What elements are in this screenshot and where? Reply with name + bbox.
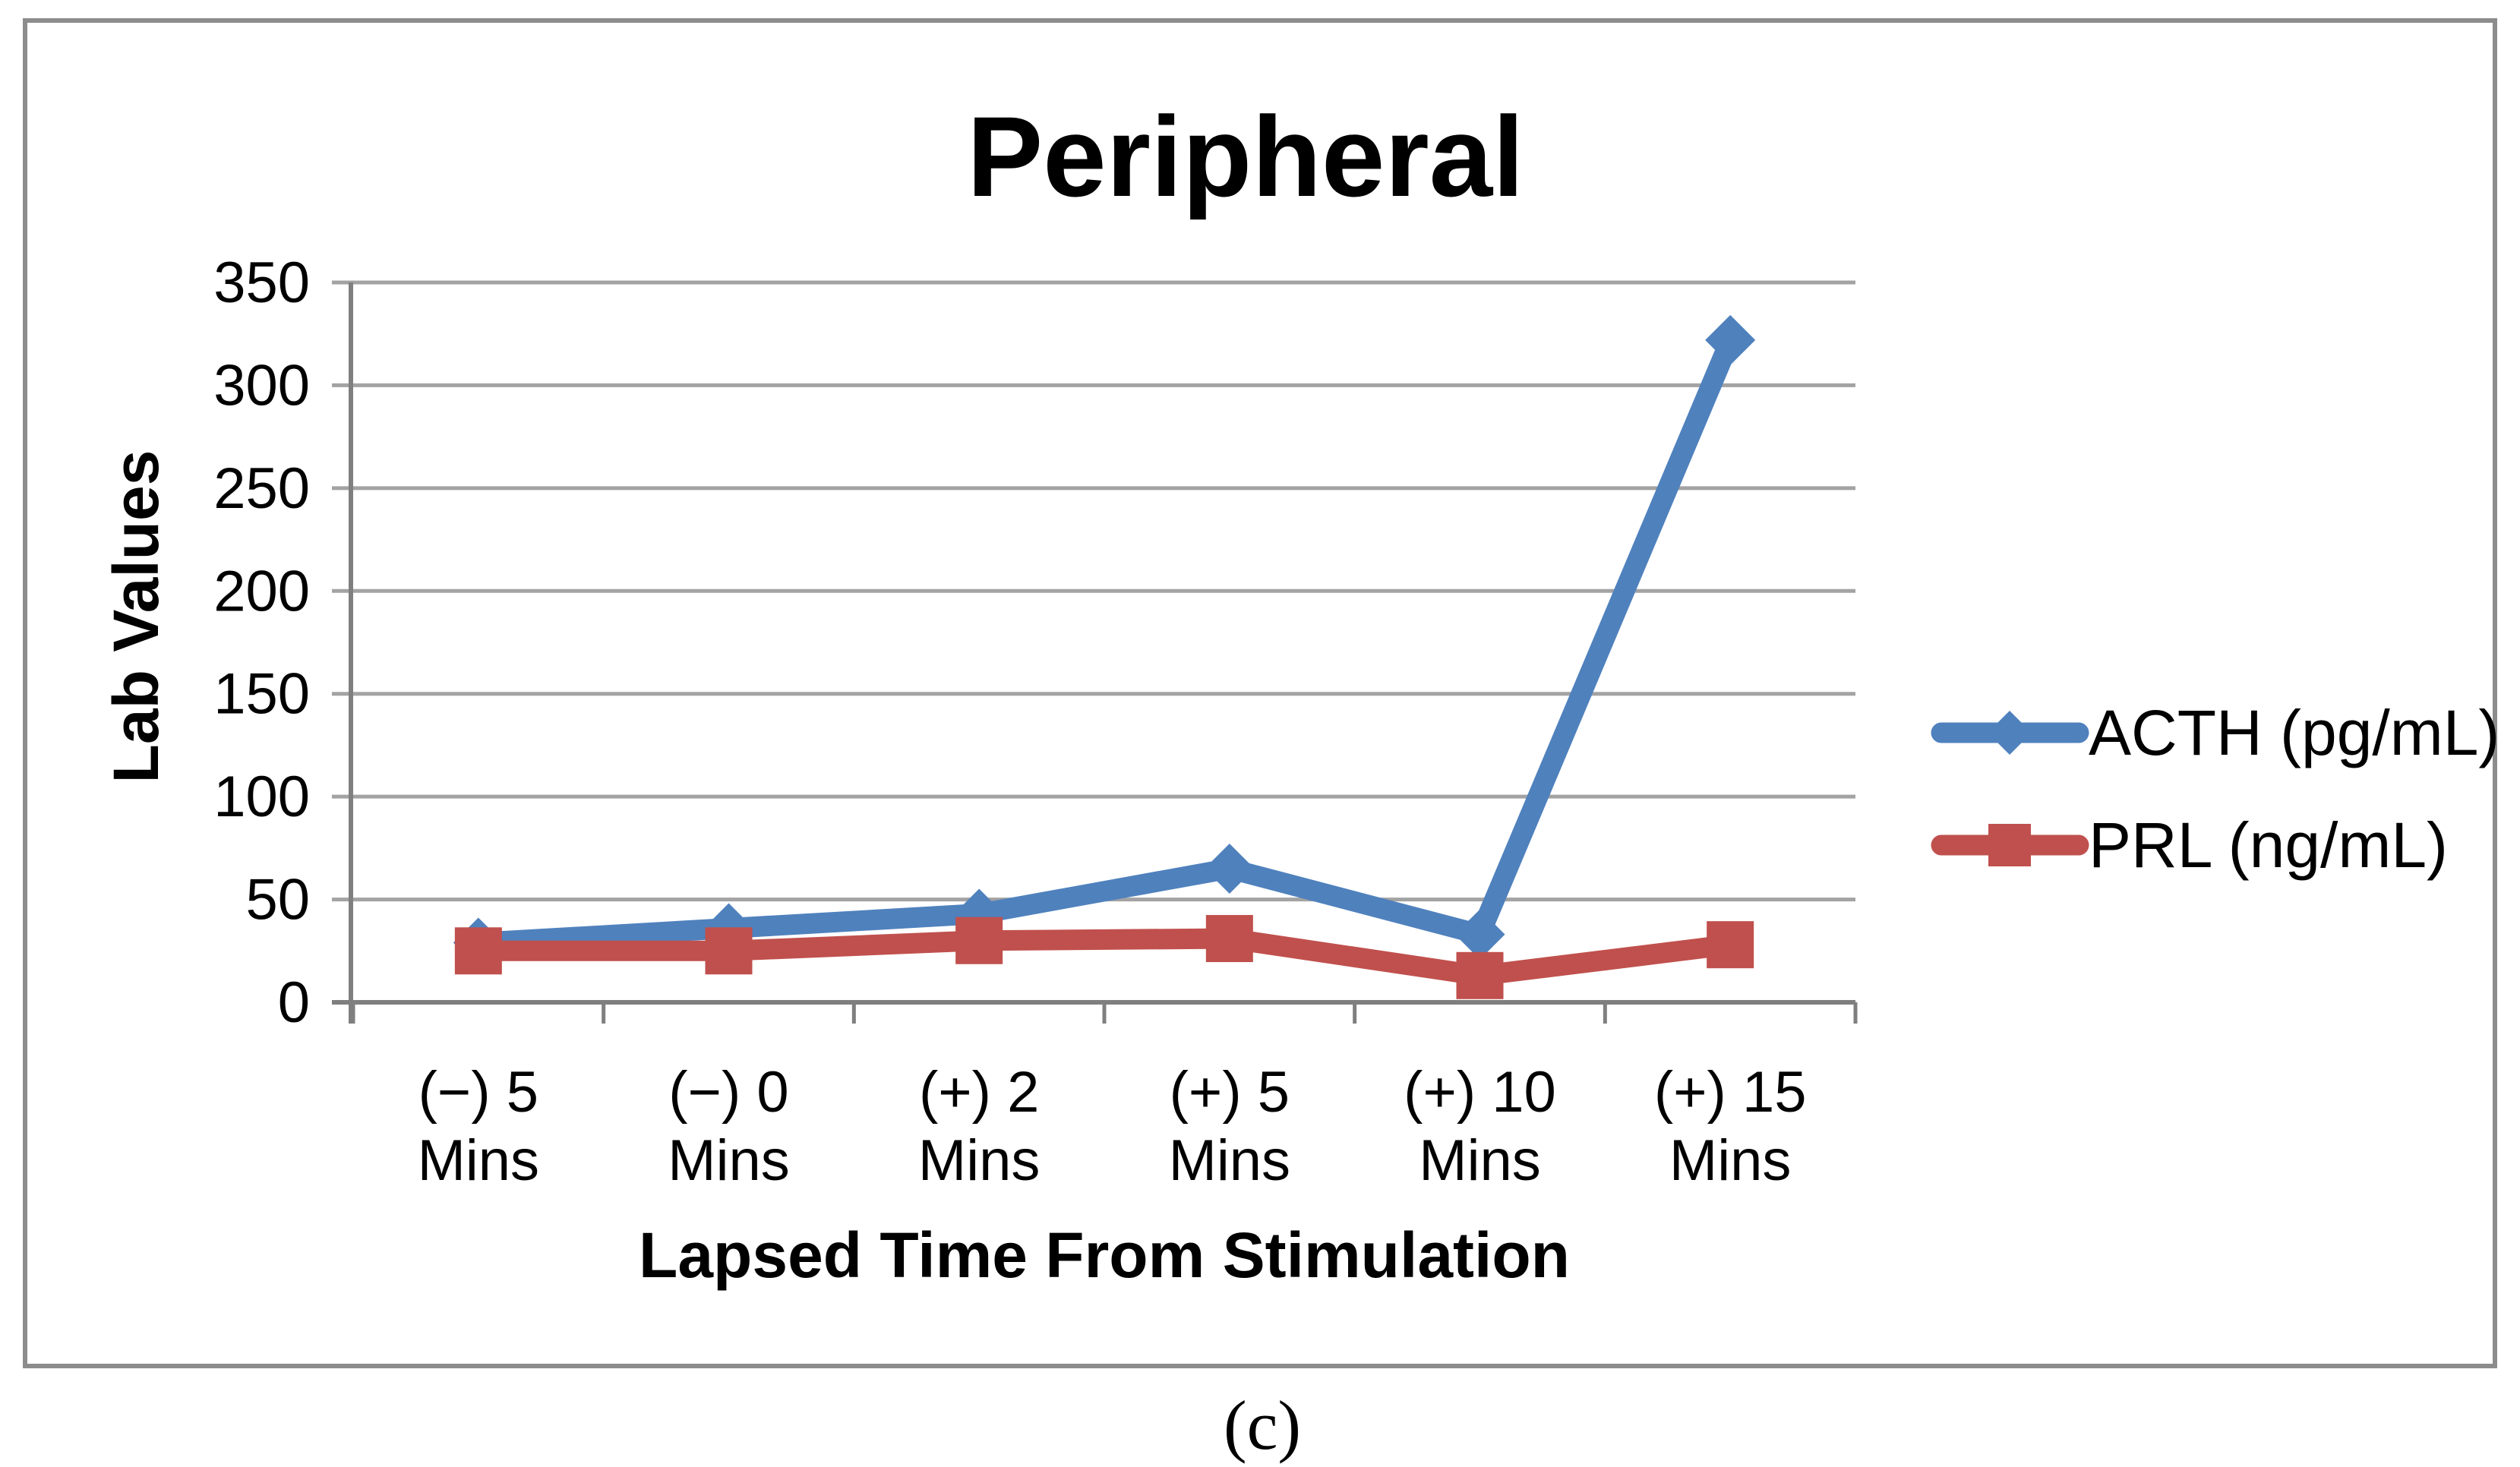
category-label-line2: Mins bbox=[668, 1128, 789, 1193]
y-tick-label: 300 bbox=[213, 353, 310, 418]
prl-marker bbox=[1707, 921, 1754, 969]
y-tick-label: 350 bbox=[213, 251, 310, 315]
prl-marker bbox=[454, 927, 502, 975]
category-label-line2: Mins bbox=[1419, 1128, 1540, 1193]
legend: ACTH (pg/mL) PRL (ng/mL) bbox=[1931, 697, 2499, 881]
legend-label: ACTH (pg/mL) bbox=[2089, 697, 2499, 768]
prl-line bbox=[468, 928, 1741, 986]
category-label-line1: (+) 15 bbox=[1654, 1060, 1807, 1125]
legend-label: PRL (ng/mL) bbox=[2089, 809, 2448, 881]
y-tick-label: 250 bbox=[213, 456, 310, 521]
category-label-line2: Mins bbox=[1669, 1128, 1791, 1193]
category-label-line2: Mins bbox=[418, 1128, 539, 1193]
figure-caption: (c) bbox=[1224, 1387, 1301, 1464]
legend-item-prl: PRL (ng/mL) bbox=[1931, 809, 2448, 881]
prl-marker bbox=[955, 916, 1003, 964]
gridlines bbox=[332, 280, 1855, 1005]
prl-marker bbox=[1205, 915, 1253, 963]
y-tick-labels: 0 50 100 150 200 250 300 350 bbox=[213, 251, 310, 1035]
prl-series bbox=[454, 915, 1754, 999]
category-label-line2: Mins bbox=[918, 1128, 1040, 1193]
acth-marker bbox=[1454, 909, 1505, 960]
y-axis-title: Lab Values bbox=[100, 450, 172, 784]
axes bbox=[349, 282, 1858, 1024]
plot-series bbox=[453, 314, 1756, 999]
acth-marker bbox=[1204, 843, 1255, 894]
category-label-line1: (+) 2 bbox=[919, 1060, 1039, 1125]
category-label-line1: (+) 10 bbox=[1404, 1060, 1556, 1125]
y-tick-label: 0 bbox=[278, 970, 310, 1035]
y-tick-label: 50 bbox=[245, 868, 310, 932]
legend-item-acth: ACTH (pg/mL) bbox=[1931, 697, 2499, 768]
y-tick-label: 150 bbox=[213, 662, 310, 727]
prl-marker bbox=[705, 927, 753, 975]
legend-diamond-marker bbox=[1988, 711, 2032, 755]
chart-title: Peripheral bbox=[967, 93, 1524, 220]
category-label-line1: (+) 5 bbox=[1170, 1060, 1290, 1125]
acth-marker bbox=[1705, 314, 1756, 365]
y-tick-label: 100 bbox=[213, 765, 310, 829]
y-tick-label: 200 bbox=[213, 559, 310, 623]
x-axis-title: Lapsed Time From Stimulation bbox=[639, 1219, 1570, 1291]
category-label-line1: (−) 0 bbox=[668, 1060, 788, 1125]
acth-line bbox=[468, 330, 1741, 953]
category-label-line1: (−) 5 bbox=[418, 1060, 538, 1125]
prl-marker bbox=[1456, 951, 1504, 999]
category-label-line2: Mins bbox=[1169, 1128, 1290, 1193]
legend-square-marker bbox=[1988, 824, 2031, 866]
